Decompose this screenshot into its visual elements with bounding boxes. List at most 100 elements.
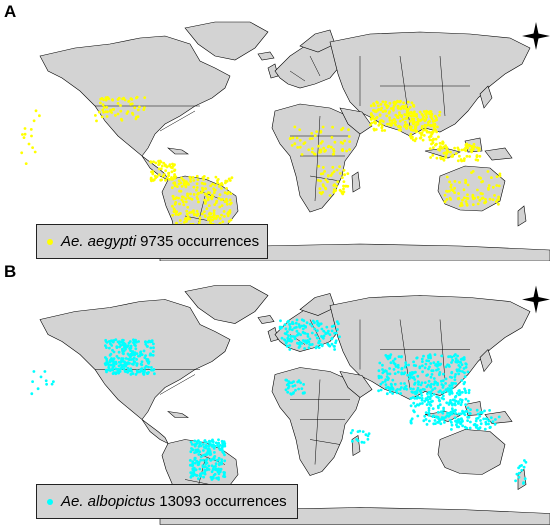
occurrence-point xyxy=(441,157,445,161)
occurrence-point xyxy=(451,398,455,402)
occurrence-point xyxy=(479,411,483,415)
occurrence-point xyxy=(198,219,202,222)
occurrence-point xyxy=(321,190,325,194)
occurrence-point xyxy=(407,363,410,367)
occurrence-point xyxy=(452,354,456,358)
occurrence-point xyxy=(317,346,321,349)
occurrence-point xyxy=(487,184,491,187)
occurrence-point xyxy=(98,110,101,114)
occurrence-point xyxy=(435,116,438,120)
occurrence-point xyxy=(470,144,474,148)
occurrence-point xyxy=(408,105,412,109)
occurrence-point xyxy=(399,355,403,359)
occurrence-point xyxy=(517,466,520,470)
occurrence-point xyxy=(370,121,374,125)
occurrence-point xyxy=(460,201,463,205)
occurrence-point xyxy=(394,102,398,105)
occurrence-point xyxy=(427,367,430,371)
occurrence-point xyxy=(491,420,495,424)
occurrence-point xyxy=(479,422,483,426)
occurrence-point xyxy=(189,450,193,454)
occurrence-point xyxy=(392,108,395,112)
occurrence-point xyxy=(284,341,288,345)
occurrence-point xyxy=(178,202,181,206)
occurrence-point xyxy=(477,175,481,179)
occurrence-point xyxy=(114,338,118,341)
occurrence-point xyxy=(413,378,417,381)
occurrence-point xyxy=(297,346,301,349)
occurrence-point xyxy=(467,415,471,419)
occurrence-point xyxy=(361,430,365,433)
occurrence-point xyxy=(416,121,420,125)
occurrence-point xyxy=(214,464,217,468)
occurrence-point xyxy=(464,389,467,393)
occurrence-point xyxy=(414,364,418,367)
occurrence-point xyxy=(379,122,382,126)
occurrence-point xyxy=(313,327,317,331)
country-border xyxy=(184,479,211,485)
occurrence-point xyxy=(431,123,435,127)
north-arrow-compass-icon xyxy=(522,285,550,314)
occurrence-point xyxy=(408,373,412,377)
occurrence-point xyxy=(442,397,445,401)
occurrence-point xyxy=(476,412,480,416)
occurrence-point xyxy=(125,345,129,349)
occurrence-point xyxy=(448,384,452,388)
occurrence-point xyxy=(458,181,461,184)
occurrence-point xyxy=(457,364,461,367)
occurrence-point xyxy=(335,168,339,172)
occurrence-point xyxy=(457,148,460,152)
north-arrow-compass-icon xyxy=(522,22,550,50)
occurrence-point xyxy=(439,362,443,366)
occurrence-point xyxy=(112,108,116,111)
occurrence-point xyxy=(466,406,470,410)
occurrence-point xyxy=(211,468,215,471)
occurrence-point xyxy=(124,357,128,360)
occurrence-point xyxy=(424,125,427,129)
occurrence-point xyxy=(138,370,142,374)
legend-unit: occurrences xyxy=(204,493,287,510)
occurrence-point xyxy=(288,344,292,347)
occurrence-point xyxy=(490,176,493,180)
occurrence-point xyxy=(523,477,527,481)
occurrence-point xyxy=(217,441,221,445)
occurrence-point xyxy=(216,215,220,218)
occurrence-point xyxy=(199,441,202,444)
occurrence-point xyxy=(183,217,187,221)
occurrence-point xyxy=(404,117,408,120)
occurrence-point xyxy=(425,374,428,377)
occurrence-point xyxy=(134,338,138,342)
occurrence-point xyxy=(178,219,182,222)
occurrence-point xyxy=(445,198,449,201)
occurrence-point xyxy=(139,351,142,354)
occurrence-point xyxy=(436,125,439,129)
occurrence-point xyxy=(442,372,445,376)
occurrence-point xyxy=(443,193,447,197)
occurrence-point xyxy=(429,156,432,159)
occurrence-point xyxy=(319,141,323,145)
occurrence-point xyxy=(115,354,119,358)
occurrence-point xyxy=(480,197,484,200)
occurrence-point xyxy=(179,212,182,215)
occurrence-point xyxy=(435,368,438,372)
occurrence-point xyxy=(440,354,444,358)
occurrence-point xyxy=(300,342,304,345)
landmass xyxy=(479,348,493,373)
occurrence-point xyxy=(348,148,351,151)
occurrence-point xyxy=(457,372,461,376)
occurrence-point xyxy=(216,178,220,181)
occurrence-point xyxy=(226,214,230,218)
occurrence-point xyxy=(118,345,121,349)
country-border xyxy=(309,55,321,77)
occurrence-point xyxy=(402,101,405,105)
occurrence-point xyxy=(117,356,120,360)
occurrence-point xyxy=(453,191,456,195)
occurrence-point xyxy=(101,103,105,107)
occurrence-point xyxy=(435,130,438,134)
occurrence-point xyxy=(286,336,290,340)
occurrence-point xyxy=(305,341,309,345)
occurrence-point xyxy=(441,411,445,415)
landmass xyxy=(167,147,189,155)
occurrence-point xyxy=(193,444,197,448)
occurrence-point xyxy=(314,346,318,350)
